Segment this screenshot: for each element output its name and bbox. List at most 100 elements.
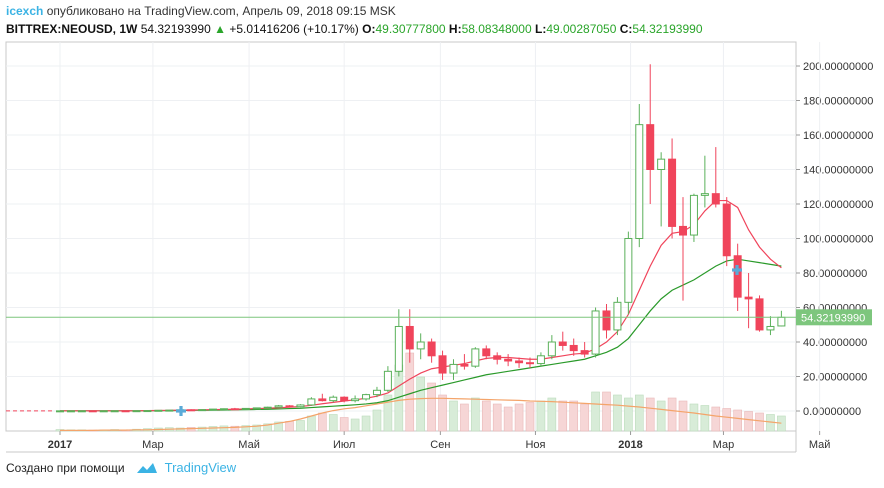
volume-bar bbox=[624, 397, 633, 432]
candle-body bbox=[340, 396, 349, 402]
x-tick-label: Мар bbox=[713, 439, 735, 451]
y-tick-label: 160.00000000 bbox=[803, 130, 873, 142]
y-tick-label: 200.00000000 bbox=[803, 61, 873, 73]
candle-body bbox=[187, 409, 196, 412]
y-tick-label: 140.00000000 bbox=[803, 165, 873, 177]
candle-body bbox=[580, 350, 589, 355]
candle-body bbox=[77, 410, 86, 413]
candle-body bbox=[416, 341, 425, 350]
candle-body bbox=[209, 408, 218, 411]
volume-bar bbox=[438, 394, 447, 432]
candle-body bbox=[121, 410, 130, 413]
volume-bar bbox=[274, 421, 283, 432]
volume-bar bbox=[580, 403, 589, 432]
close-label: C: bbox=[619, 22, 633, 36]
candle-body bbox=[285, 405, 294, 408]
high-label: H: bbox=[448, 22, 462, 36]
volume-bar bbox=[558, 400, 568, 432]
x-tick-label: Июл bbox=[333, 439, 355, 451]
low-value: 49.00287050 bbox=[546, 22, 617, 36]
candle-body bbox=[525, 362, 534, 365]
volume-bar bbox=[602, 391, 611, 432]
price-tag-label: 54.32193990 bbox=[801, 312, 865, 324]
y-tick-label: 180.00000000 bbox=[803, 96, 873, 108]
x-tick-label: Май bbox=[809, 439, 831, 451]
volume-bar bbox=[744, 411, 753, 432]
y-tick-label: 0.00000000 bbox=[803, 406, 861, 418]
x-tick-label: Ноя bbox=[525, 439, 545, 451]
volume-bar bbox=[197, 426, 207, 432]
candle-body bbox=[558, 341, 567, 346]
volume-bar bbox=[339, 417, 349, 432]
volume-bar bbox=[656, 400, 666, 432]
candle-body bbox=[602, 310, 611, 331]
candle-body bbox=[711, 193, 720, 205]
y-tick-label: 80.00000000 bbox=[803, 268, 867, 280]
candle-body bbox=[668, 158, 677, 227]
x-tick-label: Мар bbox=[142, 439, 164, 451]
x-tick-label: Сен bbox=[430, 439, 450, 451]
volume-bar bbox=[733, 409, 742, 432]
x-tick-label: 2017 bbox=[48, 439, 72, 451]
volume-bar bbox=[372, 409, 382, 432]
candle-body bbox=[777, 316, 786, 327]
crosshair-marker-icon[interactable] bbox=[176, 409, 186, 413]
candle-body bbox=[755, 298, 764, 331]
volume-bar bbox=[755, 412, 764, 432]
candle-body bbox=[689, 194, 698, 236]
candle-body bbox=[230, 408, 239, 411]
candle-body bbox=[318, 398, 327, 402]
y-tick-label: 100.00000000 bbox=[803, 234, 873, 246]
crosshair-marker-icon[interactable] bbox=[732, 268, 742, 272]
volume-bar bbox=[591, 391, 600, 432]
volume-bar bbox=[645, 397, 655, 432]
volume-bar bbox=[427, 382, 436, 432]
volume-bar bbox=[503, 406, 513, 432]
candle-body bbox=[132, 410, 141, 413]
candle-body bbox=[493, 355, 502, 360]
candle-body bbox=[646, 124, 655, 170]
tradingview-brand: TradingView bbox=[164, 460, 237, 475]
volume-bar bbox=[514, 403, 524, 432]
volume-bar bbox=[307, 415, 316, 432]
author-name[interactable]: icexch bbox=[6, 4, 44, 18]
volume-bar bbox=[296, 420, 305, 432]
volume-bar bbox=[481, 400, 491, 432]
price-tag bbox=[796, 309, 872, 326]
candle-body bbox=[329, 396, 338, 402]
published-text: опубликовано на TradingView.com, Апрель … bbox=[46, 4, 396, 18]
candle-body bbox=[449, 363, 458, 374]
volume-bar bbox=[219, 425, 229, 432]
volume-bar bbox=[634, 394, 644, 432]
volume-bar bbox=[711, 406, 721, 432]
candle-body bbox=[241, 407, 250, 410]
open-value: 49.30777800 bbox=[375, 22, 446, 36]
volume-bar bbox=[449, 400, 458, 432]
created-with-text: Создано при помощи bbox=[6, 460, 125, 475]
candle-body bbox=[700, 193, 709, 196]
candle-body bbox=[515, 360, 524, 364]
volume-bar bbox=[569, 400, 579, 432]
open-label: O: bbox=[362, 22, 376, 36]
volume-bar bbox=[700, 405, 710, 432]
candle-body bbox=[372, 389, 381, 396]
candle-body bbox=[307, 398, 316, 406]
tradingview-logo[interactable]: TradingView bbox=[135, 460, 237, 475]
candle-body bbox=[766, 325, 775, 331]
volume-bar bbox=[383, 394, 393, 432]
candle-body bbox=[154, 409, 163, 412]
volume-ma-line bbox=[60, 397, 782, 431]
candle-body bbox=[383, 370, 392, 391]
volume-bar bbox=[678, 400, 688, 432]
volume-bar bbox=[547, 397, 557, 432]
volume-bar bbox=[722, 408, 732, 432]
candle-body bbox=[460, 363, 469, 367]
change-value: +5.01416206 (+10.17%) bbox=[229, 22, 359, 36]
x-tick-label: 2018 bbox=[618, 439, 642, 451]
candle-body bbox=[394, 325, 403, 372]
symbol-name: BITTREX:NEOUSD, 1W bbox=[6, 22, 138, 36]
last-price: 54.32193990 bbox=[140, 22, 211, 36]
x-tick-label: Май bbox=[238, 439, 260, 451]
candle-body bbox=[296, 404, 305, 408]
